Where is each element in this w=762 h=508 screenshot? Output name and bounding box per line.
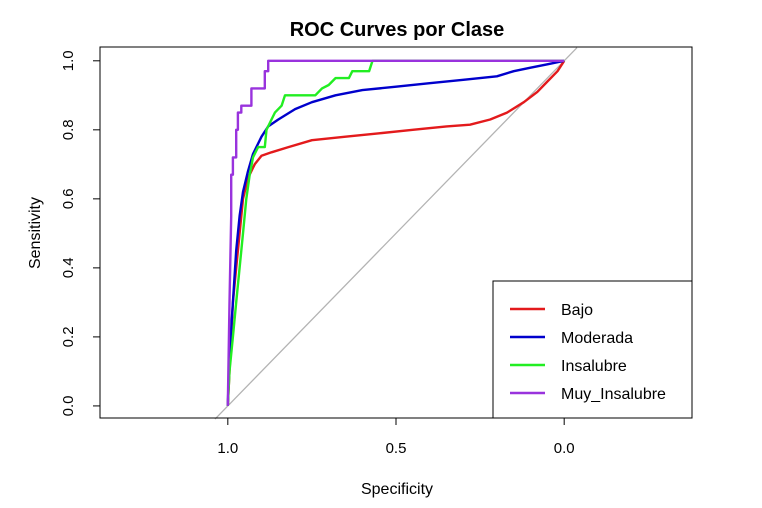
y-tick-label: 0.4 xyxy=(60,257,77,278)
y-tick-label: 0.6 xyxy=(60,188,77,209)
legend: Bajo Moderada Insalubre Muy_Insalubre xyxy=(492,280,693,419)
y-axis: 0.0 0.2 0.4 0.6 0.8 1.0 xyxy=(60,50,101,416)
legend-label: Bajo xyxy=(561,302,593,319)
y-tick-label: 0.8 xyxy=(60,119,77,140)
y-tick-label: 1.0 xyxy=(60,50,77,71)
y-tick-label: 0.0 xyxy=(60,395,77,416)
chart-title: ROC Curves por Clase xyxy=(290,19,505,41)
legend-label: Moderada xyxy=(561,330,633,347)
x-tick-label: 0.5 xyxy=(386,440,407,457)
roc-curve-muy-insalubre xyxy=(226,59,565,406)
x-axis-label: Specificity xyxy=(361,481,433,498)
roc-curve-moderada xyxy=(226,59,565,406)
legend-box xyxy=(492,280,693,419)
legend-label: Insalubre xyxy=(561,358,627,375)
x-tick-label: 1.0 xyxy=(217,440,238,457)
reference-diagonal xyxy=(214,47,578,420)
y-axis-label: Sensitivity xyxy=(27,197,44,269)
legend-label: Muy_Insalubre xyxy=(561,386,666,403)
y-tick-label: 0.2 xyxy=(60,326,77,347)
roc-curve-insalubre xyxy=(226,59,565,406)
x-axis: 1.0 0.5 0.0 xyxy=(217,417,575,457)
x-tick-label: 0.0 xyxy=(554,440,575,457)
series-layer xyxy=(226,59,566,406)
